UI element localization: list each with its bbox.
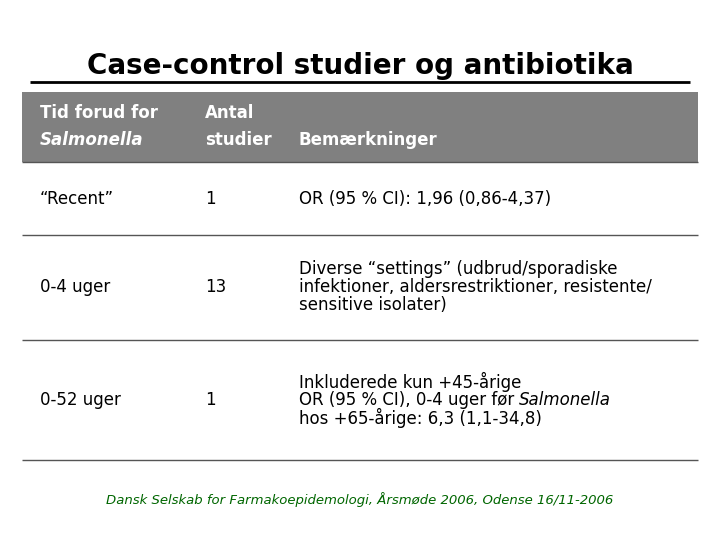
Text: 1: 1 [205,190,216,207]
Bar [22,92,698,162]
Text: OR (95 % CI): 1,96 (0,86-4,37): OR (95 % CI): 1,96 (0,86-4,37) [299,190,551,207]
Text: 0-4 uger: 0-4 uger [40,279,110,296]
Text: OR (95 % CI), 0-4 uger før: OR (95 % CI), 0-4 uger før [299,391,519,409]
Text: Salmonella: Salmonella [519,391,611,409]
Text: sensitive isolater): sensitive isolater) [299,296,446,314]
Text: 0-52 uger: 0-52 uger [40,391,120,409]
Text: studier: studier [205,131,272,149]
Text: Inkluderede kun +45-årige: Inkluderede kun +45-årige [299,372,521,392]
Text: 13: 13 [205,279,227,296]
Text: “Recent”: “Recent” [40,190,114,207]
Text: Case-control studier og antibiotika: Case-control studier og antibiotika [86,52,634,80]
Text: hos +65-årige: 6,3 (1,1-34,8): hos +65-årige: 6,3 (1,1-34,8) [299,408,541,428]
Text: 1: 1 [205,391,216,409]
Text: Salmonella: Salmonella [40,131,143,149]
Text: Bemærkninger: Bemærkninger [299,131,438,149]
Text: infektioner, aldersrestriktioner, resistente/: infektioner, aldersrestriktioner, resist… [299,279,652,296]
Text: Dansk Selskab for Farmakoepidemologi, Årsmøde 2006, Odense 16/11-2006: Dansk Selskab for Farmakoepidemologi, År… [107,492,613,508]
Text: Tid forud for: Tid forud for [40,104,158,122]
Text: Diverse “settings” (udbrud/sporadiske: Diverse “settings” (udbrud/sporadiske [299,260,617,279]
Text: Antal: Antal [205,104,255,122]
